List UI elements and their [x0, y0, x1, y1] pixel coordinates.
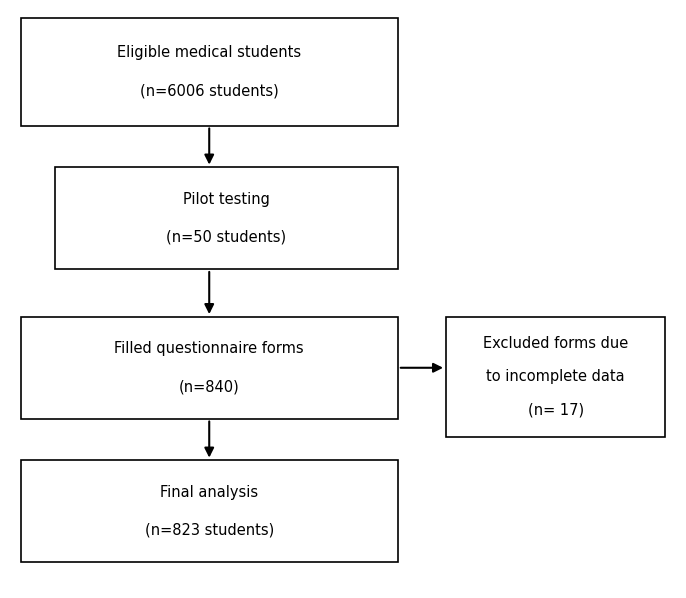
Bar: [55, 167, 398, 269]
Text: (n=823 students): (n=823 students): [145, 523, 274, 538]
Text: Excluded forms due: Excluded forms due: [483, 336, 628, 352]
Text: (n=50 students): (n=50 students): [166, 230, 287, 245]
Bar: [446, 317, 665, 437]
Text: Final analysis: Final analysis: [160, 484, 259, 500]
Bar: [21, 460, 398, 562]
Text: Pilot testing: Pilot testing: [183, 191, 270, 207]
Text: (n=6006 students): (n=6006 students): [140, 83, 279, 99]
Text: to incomplete data: to incomplete data: [486, 369, 625, 385]
Bar: [21, 18, 398, 126]
Text: (n= 17): (n= 17): [528, 402, 584, 417]
Text: Filled questionnaire forms: Filled questionnaire forms: [115, 341, 304, 356]
Text: (n=840): (n=840): [179, 379, 239, 395]
Bar: [21, 317, 398, 419]
Text: Eligible medical students: Eligible medical students: [117, 45, 301, 60]
